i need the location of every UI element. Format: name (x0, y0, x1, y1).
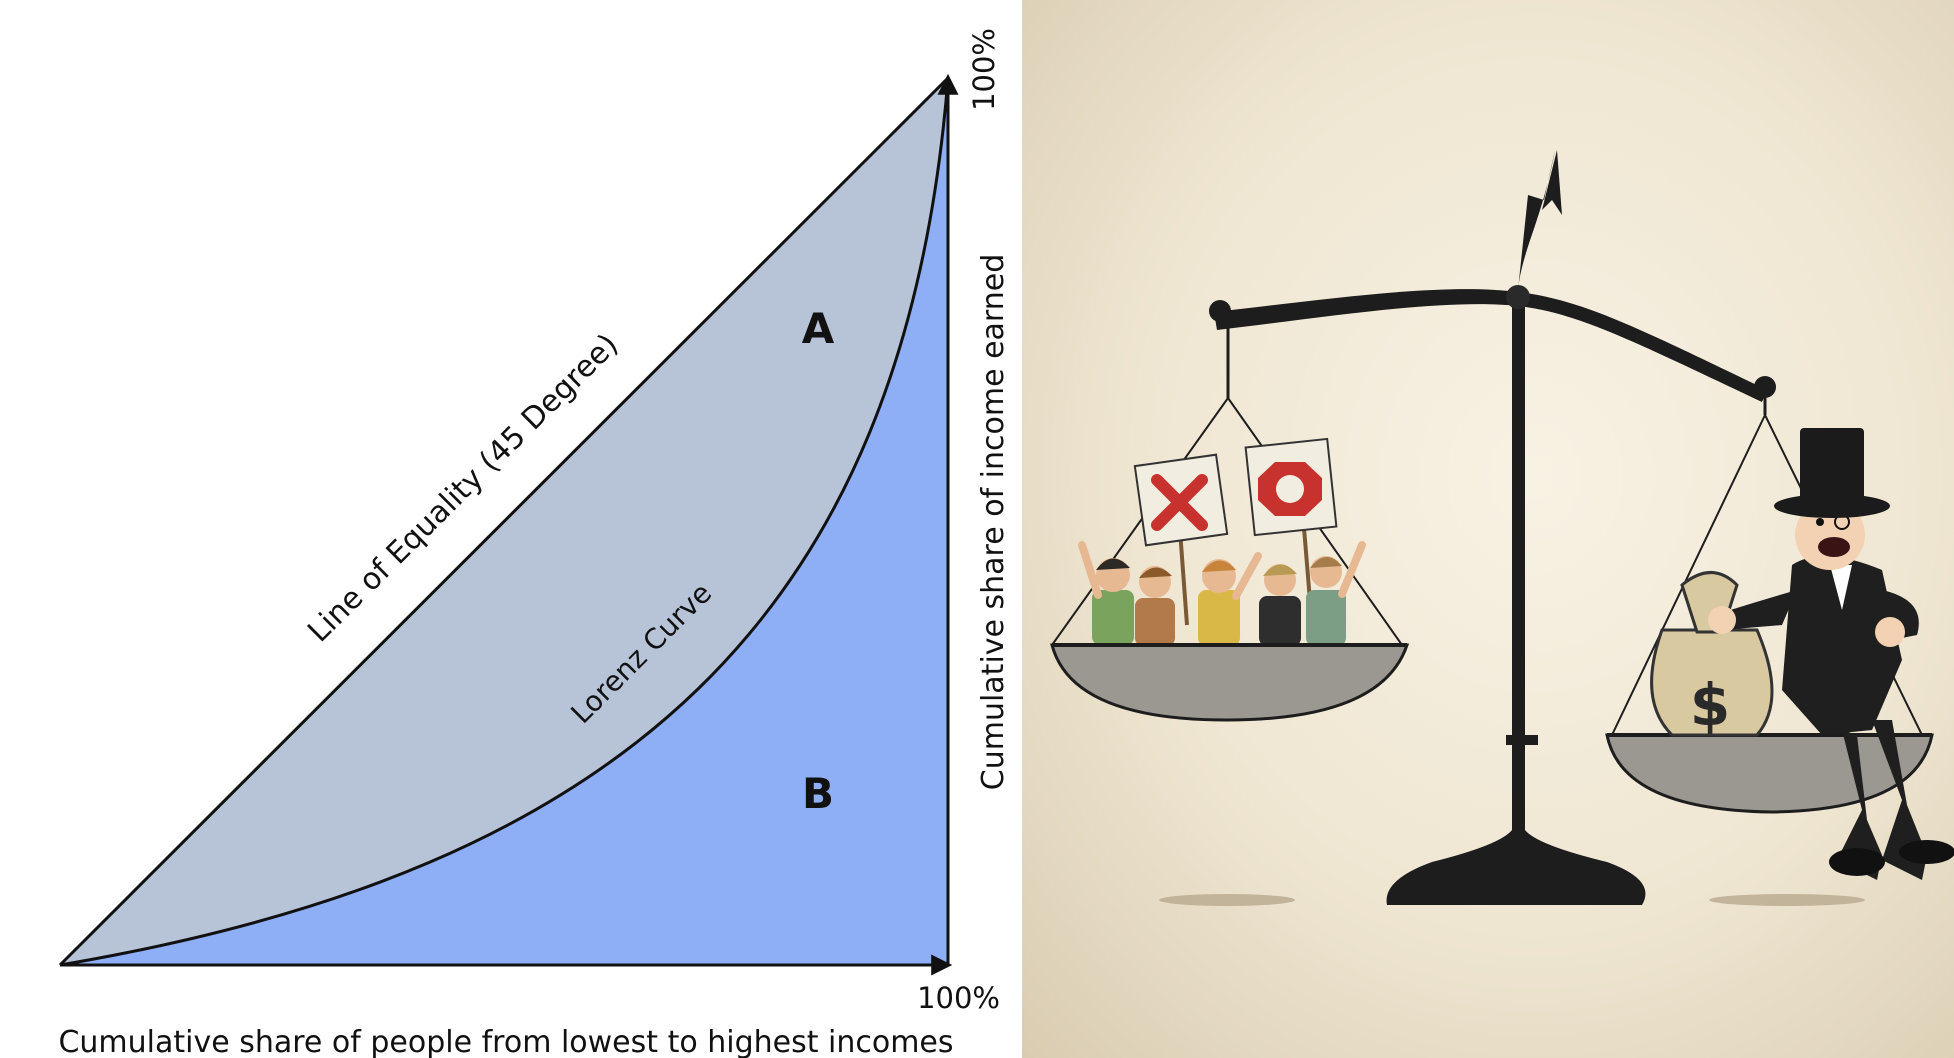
protester-4 (1259, 564, 1301, 646)
lorenz-diagram-svg: A B Line of Equality (45 Degree) Lorenz … (58, 28, 1011, 1058)
protester-1 (1078, 541, 1134, 645)
line-of-equality (58, 76, 950, 967)
inequality-scale-illustration: $ (1022, 0, 1954, 1058)
lorenz-curve-diagram: A B Line of Equality (45 Degree) Lorenz … (58, 28, 1011, 1058)
left-hanger-string (1051, 397, 1229, 646)
protester-2 (1135, 566, 1175, 646)
x-axis-title: Cumulative share of people from lowest t… (58, 1025, 953, 1058)
scale-illustration-svg: $ (1050, 150, 1954, 906)
money-bag: $ (1650, 571, 1774, 739)
scale-base (1386, 735, 1646, 905)
pointer-tip-icon (1542, 150, 1562, 215)
area-b-region (60, 78, 948, 965)
protester-5 (1306, 541, 1366, 646)
y-axis-end-label: 100% (967, 28, 1001, 111)
protester-3 (1198, 552, 1262, 646)
beam-pivot (1506, 285, 1530, 309)
left-pan-shadow (1159, 894, 1295, 906)
beam-right-knob (1754, 376, 1776, 398)
right-pan-shadow (1709, 894, 1865, 906)
x-axis-end-label: 100% (917, 981, 1000, 1015)
area-b-label: B (802, 769, 834, 818)
scale-pointer (1518, 150, 1555, 290)
y-axis-title: Cumulative share of income earned (976, 254, 1011, 790)
area-a-label: A (802, 304, 835, 353)
top-hat (1800, 428, 1864, 506)
money-bag-symbol: $ (1690, 671, 1730, 739)
beam-left-knob (1209, 300, 1231, 322)
left-scale-pan (1050, 643, 1410, 722)
scale-pole (1512, 300, 1525, 740)
rich-man-figure (1708, 428, 1954, 880)
protesters-group (1078, 437, 1366, 646)
right-hanger-string (1611, 414, 1766, 736)
lorenz-curve-line (59, 77, 950, 967)
scale-beam (1214, 289, 1767, 402)
x-mark-icon (1151, 474, 1208, 531)
